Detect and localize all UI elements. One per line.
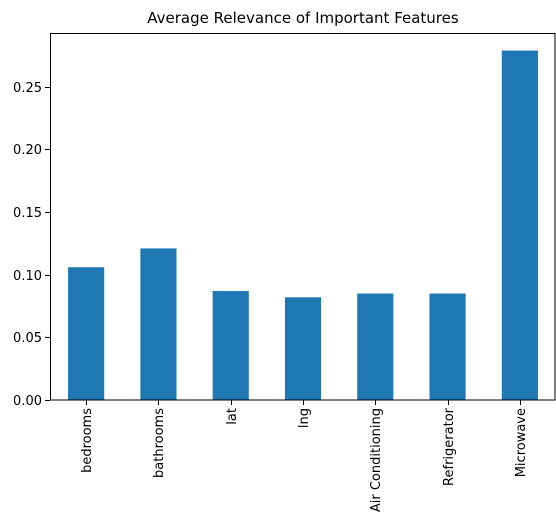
bars-group [68, 50, 538, 401]
bar-air-conditioning [357, 293, 394, 400]
x-tick-label: lat [225, 408, 240, 425]
bar-refrigerator [429, 293, 466, 400]
bar-microwave [501, 50, 538, 401]
bar-bedrooms [68, 267, 105, 400]
x-axis: bedrooms bathrooms lat lng Air Conditioning R… [80, 400, 529, 512]
x-tick-label: Refrigerator [442, 407, 457, 486]
x-tick-label: bedrooms [80, 408, 95, 473]
bar-lng [284, 297, 322, 400]
y-tick-label: 0.00 [13, 394, 42, 409]
axes-frame [50, 33, 556, 401]
bar-lat [212, 291, 249, 400]
y-tick-label: 0.10 [13, 269, 42, 284]
y-axis: 0.00 0.05 0.10 0.15 0.20 0.25 [13, 81, 50, 409]
chart-title: Average Relevance of Important Features [147, 9, 459, 27]
x-tick-label: Microwave [514, 408, 529, 477]
y-tick-label: 0.25 [13, 81, 42, 96]
y-tick-label: 0.20 [13, 143, 42, 158]
y-tick-label: 0.15 [13, 206, 42, 221]
x-tick-label: Air Conditioning [369, 408, 384, 512]
y-tick-label: 0.05 [13, 331, 42, 346]
x-tick-label: lng [297, 408, 312, 428]
bar-bathrooms [140, 248, 177, 400]
x-tick-label: bathrooms [152, 408, 167, 478]
